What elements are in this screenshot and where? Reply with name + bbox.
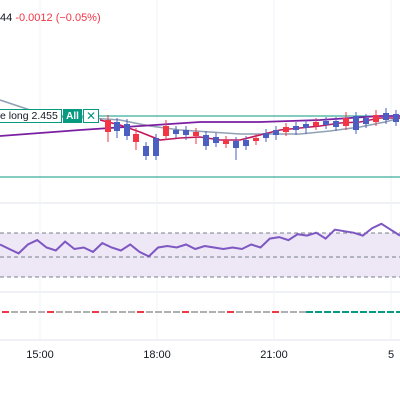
candle-body [143, 146, 149, 156]
candle-body [233, 141, 239, 148]
time-tick-1800: 18:00 [143, 349, 171, 361]
candle-body [193, 132, 199, 136]
rsi-line [0, 222, 400, 258]
candle-body [213, 137, 219, 143]
candle-body [114, 122, 120, 131]
volume-bar [92, 311, 99, 313]
candle-body [124, 124, 130, 136]
candle-body [153, 138, 159, 156]
close-icon: ✕ [85, 109, 97, 123]
volume-bar [306, 311, 313, 313]
volume-bar [360, 311, 367, 313]
volume-bar [396, 311, 400, 313]
volume-bar [263, 311, 270, 313]
volume-bar [324, 311, 331, 313]
order-qty-tag[interactable]: All [63, 109, 82, 123]
volume-bar [378, 311, 385, 313]
candle-body [263, 133, 269, 138]
volume-bar [191, 311, 198, 313]
candle-body [173, 130, 179, 134]
order-line-label[interactable]: e long 2.455 [0, 109, 62, 123]
volume-bar [182, 311, 189, 313]
candle-body [163, 126, 169, 136]
time-tick-2100: 21:00 [260, 349, 288, 361]
candle-body [363, 118, 369, 124]
volume-bar [11, 311, 18, 313]
legend-change-pct: (−0.05%) [55, 12, 101, 24]
volume-bar [299, 311, 306, 313]
volume-bar [146, 311, 153, 313]
candle-body [105, 120, 111, 132]
price-legend: 44 -0.0012 (−0.05%) [0, 12, 101, 24]
volume-bar [236, 311, 243, 313]
volume-bar [74, 311, 81, 313]
candle-body [323, 121, 329, 125]
volume-bar [290, 311, 297, 313]
volume-bar [351, 311, 358, 313]
candle-body [313, 122, 319, 126]
candle-body [203, 135, 209, 146]
volume-bar [209, 311, 216, 313]
order-close-button[interactable]: ✕ [83, 109, 99, 123]
rsi-band [0, 233, 400, 277]
candle-body [333, 121, 339, 127]
volume-bar [155, 311, 162, 313]
volume-bar [110, 311, 117, 313]
volume-bar [128, 311, 135, 313]
volume-bar [137, 311, 144, 313]
candle-body [353, 116, 359, 130]
legend-change: -0.0012 [15, 12, 53, 24]
volume-bar [83, 311, 90, 313]
volume-bar [333, 311, 340, 313]
volume-bar [2, 311, 9, 313]
volume-bar [200, 311, 207, 313]
volume-bar [119, 311, 126, 313]
volume-bar [56, 311, 63, 313]
volume-bar [254, 311, 261, 313]
volume-bar [29, 311, 36, 313]
volume-bar [38, 311, 45, 313]
candle-body [373, 115, 379, 122]
candle-body [303, 124, 309, 128]
volume-bar [218, 311, 225, 313]
volume-bar [245, 311, 252, 313]
volume-bar [227, 311, 234, 313]
volume-bar [342, 311, 349, 313]
volume-bar [47, 311, 54, 313]
volume-bar [281, 311, 288, 313]
candle-body [293, 126, 299, 130]
volume-bar [369, 311, 376, 313]
volume-bar [20, 311, 27, 313]
candle-body [183, 130, 189, 135]
ma-fast-line [99, 117, 400, 141]
volume-bar [272, 311, 279, 313]
volume-bar [101, 311, 108, 313]
candle-body [283, 127, 289, 132]
volume-bar [315, 311, 322, 313]
legend-last-price: 44 [0, 12, 13, 24]
time-tick-5: 5 [387, 349, 395, 361]
volume-bar [164, 311, 171, 313]
candle-body [393, 114, 399, 122]
volume-bar [65, 311, 72, 313]
candle-body [133, 134, 139, 142]
candle-body [383, 113, 389, 120]
volume-bar [173, 311, 180, 313]
candle-body [273, 130, 279, 135]
candle-body [343, 118, 349, 126]
time-tick-1500: 15:00 [26, 349, 54, 361]
candle-body [223, 140, 229, 144]
candle-body [253, 138, 259, 141]
candle-body [243, 140, 249, 146]
volume-bar [387, 311, 394, 313]
order-label-text: e long 2.455 [0, 110, 58, 122]
